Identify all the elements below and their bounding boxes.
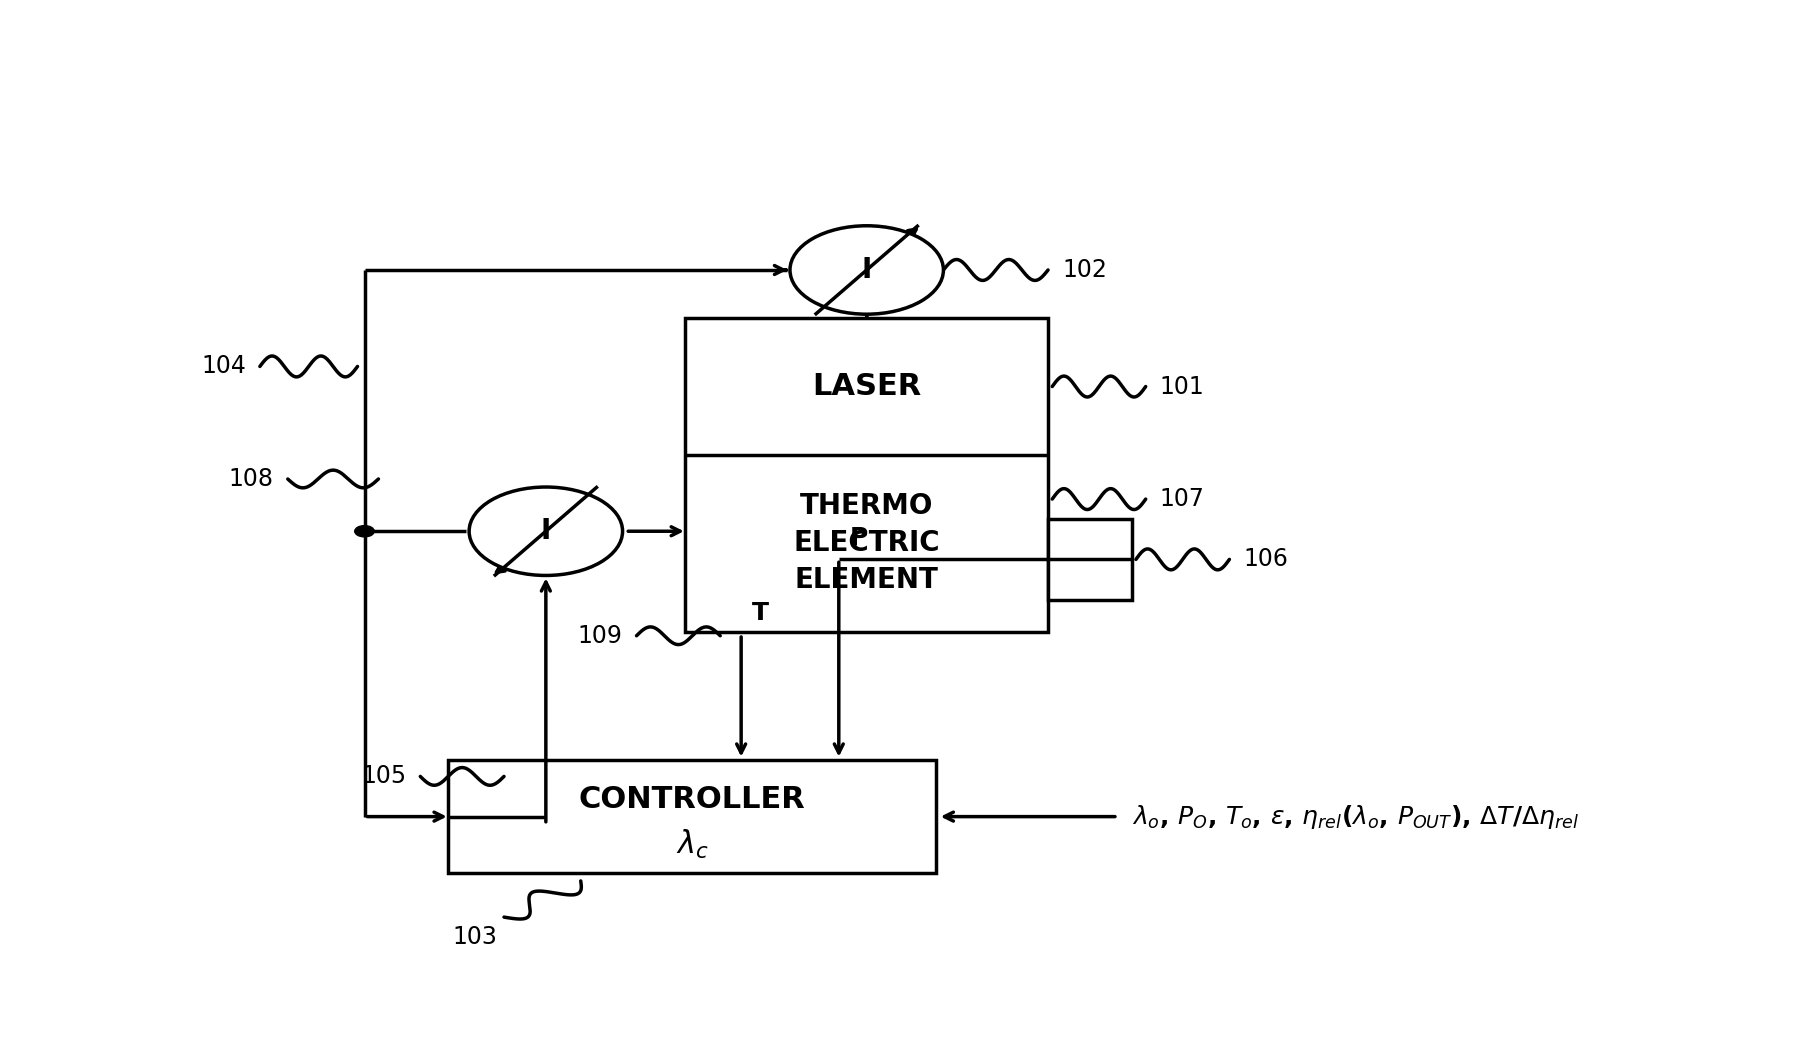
Text: LASER: LASER (812, 372, 922, 401)
Text: 105: 105 (362, 764, 407, 788)
Text: 101: 101 (1159, 375, 1204, 399)
Circle shape (790, 226, 943, 314)
Text: I: I (862, 256, 871, 284)
Text: T: T (752, 601, 769, 625)
Text: 102: 102 (1062, 258, 1107, 282)
Text: I: I (540, 517, 551, 545)
Circle shape (355, 525, 374, 537)
Text: THERMO
ELECTRIC
ELEMENT: THERMO ELECTRIC ELEMENT (794, 493, 940, 594)
Bar (686, 318, 1048, 632)
Circle shape (470, 488, 623, 575)
Bar (448, 760, 936, 873)
Text: $\lambda_o$, $P_O$, $T_o$, $\varepsilon$, $\eta_{rel}$($\lambda_o$, $P_{OUT}$), : $\lambda_o$, $P_O$, $T_o$, $\varepsilon$… (1132, 803, 1579, 831)
Text: 106: 106 (1244, 547, 1289, 571)
Text: 104: 104 (202, 355, 247, 378)
Bar (1048, 519, 1132, 599)
Text: 108: 108 (229, 467, 274, 491)
Text: P: P (850, 526, 868, 550)
Text: CONTROLLER: CONTROLLER (580, 785, 806, 814)
Text: 109: 109 (578, 623, 623, 647)
Text: $\lambda_c$: $\lambda_c$ (677, 828, 709, 861)
Text: 107: 107 (1159, 488, 1204, 512)
Text: 103: 103 (452, 925, 497, 949)
